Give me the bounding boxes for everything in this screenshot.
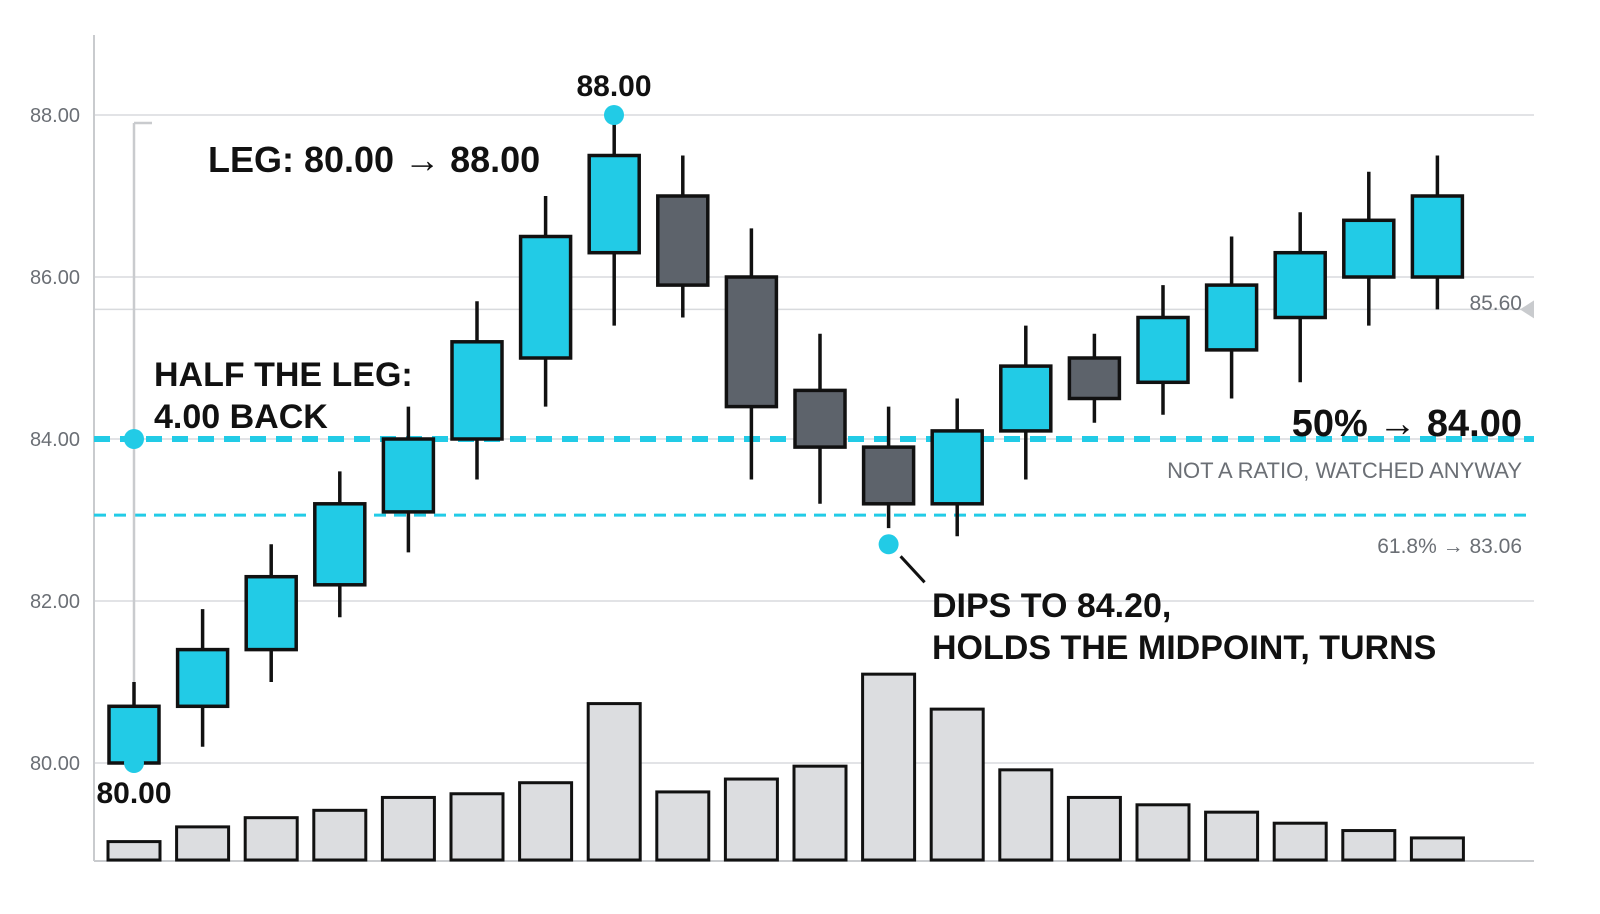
last-price-pointer [1520, 300, 1534, 319]
candle [1273, 212, 1327, 383]
candle-body-bull [587, 153, 641, 255]
marker-layer [124, 105, 1534, 773]
fib-618-label: 61.8% → 83.06 [1377, 535, 1522, 558]
candle [930, 398, 984, 537]
candle-body-bull [930, 429, 984, 506]
y-tick-label: 82.00 [30, 591, 80, 613]
candle [1204, 236, 1259, 399]
candle [518, 196, 573, 407]
candle-body-bear [724, 275, 779, 409]
candle-body-bull [450, 340, 504, 441]
volume-bar [655, 790, 711, 862]
candle-body-bull [999, 364, 1053, 433]
volume-bar [449, 792, 505, 862]
swing-low-label: 80.00 [96, 777, 171, 810]
volume-bar [518, 781, 574, 862]
volume-bar [1135, 803, 1191, 862]
candle-body-bear [656, 194, 710, 287]
candle-body-bear [1067, 356, 1122, 401]
candle [381, 406, 436, 553]
swing-low-dot [124, 753, 144, 773]
dip-annotation-line2: HOLDS THE MIDPOINT, TURNS [932, 629, 1436, 667]
candle [313, 471, 367, 618]
candle-body-bull [381, 437, 436, 514]
candle-body-bull [175, 647, 230, 709]
candle [450, 301, 504, 480]
candle-body-bull [244, 574, 298, 652]
candle [1410, 155, 1465, 310]
volume-layer [106, 672, 1465, 862]
swing-high-dot [604, 105, 624, 125]
midpoint-dot [124, 429, 144, 449]
fib-50-label: 50% → 84.00 [1292, 403, 1522, 445]
candle-body-bear [861, 445, 916, 506]
candle [587, 115, 641, 326]
leg-annotation: LEG: 80.00 → 88.00 [208, 139, 540, 180]
volume-bar [929, 707, 985, 862]
candle-body-bull [1204, 283, 1259, 352]
candle-body-bull [1410, 194, 1465, 279]
candle [724, 228, 779, 480]
y-tick-label: 86.00 [30, 267, 80, 289]
volume-bar [1272, 821, 1328, 862]
volume-bar [586, 702, 642, 862]
volume-bar [1409, 836, 1465, 862]
volume-bar [380, 795, 436, 862]
swing-high-label: 88.00 [576, 70, 651, 103]
y-tick-label: 84.00 [30, 429, 80, 451]
candle-body-bear [793, 388, 847, 449]
volume-bar [998, 768, 1054, 862]
candle [1067, 333, 1122, 423]
candle-layer [107, 115, 1465, 765]
half-leg-annotation-line2: 4.00 BACK [154, 398, 328, 436]
candle [861, 406, 916, 529]
volume-bar [1066, 795, 1122, 862]
y-tick-label: 88.00 [30, 105, 80, 127]
candle [656, 155, 710, 318]
candle-body-bull [1136, 315, 1190, 385]
dip-annotation-line1: DIPS TO 84.20, [932, 587, 1171, 625]
y-tick-label: 80.00 [30, 753, 80, 775]
volume-bar [861, 672, 917, 862]
volume-bar [723, 777, 779, 862]
dip-leader-line [899, 555, 926, 584]
fib-50-sublabel: NOT A RATIO, WATCHED ANYWAY [1167, 458, 1522, 483]
candle [107, 682, 161, 765]
candle-body-bull [313, 502, 367, 587]
candle [1136, 285, 1190, 415]
candle-body-bull [1273, 250, 1327, 320]
dip-dot [878, 534, 899, 555]
candle [175, 609, 230, 747]
candle-body-bull [518, 234, 573, 360]
volume-bar [1341, 829, 1397, 862]
last-price-label: 85.60 [1469, 292, 1522, 315]
volume-bar [175, 825, 231, 862]
volume-bar [243, 816, 299, 862]
volume-bar [1204, 810, 1260, 862]
half-leg-annotation-line1: HALF THE LEG: [154, 356, 413, 394]
candle [1342, 171, 1396, 326]
candle-body-bull [1342, 218, 1396, 279]
volume-bar [792, 764, 848, 862]
candle [244, 544, 298, 682]
volume-bar [106, 840, 162, 862]
candle [793, 333, 847, 504]
volume-bar [312, 808, 368, 862]
candle [999, 325, 1053, 480]
